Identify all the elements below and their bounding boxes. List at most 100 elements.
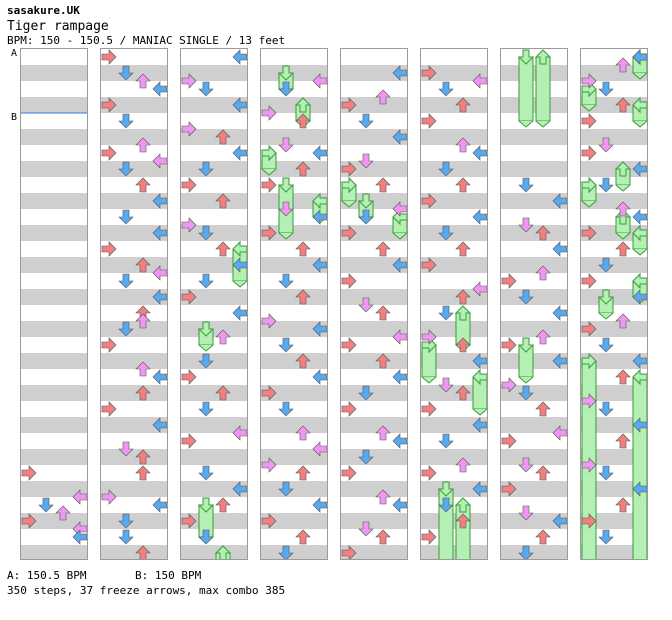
step-arrow-up bbox=[375, 241, 391, 257]
step-arrow-left bbox=[181, 217, 197, 233]
step-arrow-left bbox=[181, 433, 197, 449]
freeze-arrow-right bbox=[632, 368, 647, 559]
step-arrow-left bbox=[101, 489, 117, 505]
step-arrow-left bbox=[181, 513, 197, 529]
step-arrow-up bbox=[135, 73, 151, 89]
step-arrow-left bbox=[341, 337, 357, 353]
step-arrow-left bbox=[581, 273, 597, 289]
step-arrow-down bbox=[358, 297, 374, 313]
step-arrow-down bbox=[598, 401, 614, 417]
step-arrow-right bbox=[232, 481, 247, 497]
step-arrow-right bbox=[152, 265, 167, 281]
step-arrow-up bbox=[295, 353, 311, 369]
step-arrow-right bbox=[232, 257, 247, 273]
step-arrow-down bbox=[518, 385, 534, 401]
freeze-arrow-up bbox=[294, 97, 312, 128]
step-arrow-left bbox=[261, 385, 277, 401]
step-arrow-up bbox=[215, 129, 231, 145]
step-arrow-up bbox=[455, 137, 471, 153]
step-arrow-right bbox=[152, 81, 167, 97]
step-arrow-right bbox=[632, 417, 647, 433]
step-arrow-right bbox=[552, 425, 567, 441]
step-arrow-left bbox=[341, 225, 357, 241]
step-arrow-up bbox=[535, 529, 551, 545]
marker-a: A bbox=[11, 48, 18, 59]
step-arrow-down bbox=[598, 177, 614, 193]
step-arrow-right bbox=[72, 489, 87, 505]
step-arrow-up bbox=[295, 113, 311, 129]
step-arrow-down bbox=[278, 81, 294, 97]
chart-column-8 bbox=[580, 48, 648, 560]
chart-column-2 bbox=[100, 48, 168, 560]
step-arrow-up bbox=[615, 97, 631, 113]
step-arrow-right bbox=[392, 497, 407, 513]
chart-column-7 bbox=[500, 48, 568, 560]
step-arrow-up bbox=[535, 265, 551, 281]
step-arrow-down bbox=[198, 81, 214, 97]
step-arrow-down bbox=[518, 457, 534, 473]
step-arrow-up bbox=[135, 361, 151, 377]
step-arrow-right bbox=[472, 353, 487, 369]
step-arrow-down bbox=[438, 161, 454, 177]
step-arrow-up bbox=[455, 337, 471, 353]
freeze-arrow-down bbox=[517, 49, 535, 128]
step-arrow-left bbox=[261, 313, 277, 329]
step-arrow-up bbox=[375, 305, 391, 321]
step-arrow-left bbox=[421, 257, 437, 273]
step-arrow-right bbox=[152, 225, 167, 241]
step-arrow-left bbox=[421, 465, 437, 481]
step-arrow-left bbox=[261, 513, 277, 529]
step-arrow-left bbox=[101, 241, 117, 257]
song-title: Tiger rampage bbox=[7, 19, 109, 34]
step-arrow-down bbox=[358, 153, 374, 169]
step-arrow-up bbox=[615, 497, 631, 513]
step-arrow-up bbox=[135, 177, 151, 193]
step-arrow-down bbox=[518, 289, 534, 305]
step-arrow-right bbox=[392, 65, 407, 81]
step-arrow-left bbox=[261, 225, 277, 241]
step-arrow-down bbox=[38, 497, 54, 513]
step-arrow-down bbox=[278, 401, 294, 417]
step-arrow-up bbox=[535, 401, 551, 417]
step-arrow-down bbox=[358, 521, 374, 537]
step-arrow-up bbox=[295, 465, 311, 481]
step-arrow-down bbox=[358, 449, 374, 465]
step-arrow-up bbox=[135, 449, 151, 465]
step-arrow-down bbox=[198, 273, 214, 289]
step-arrow-up bbox=[295, 289, 311, 305]
step-arrow-left bbox=[581, 513, 597, 529]
step-arrow-right bbox=[552, 193, 567, 209]
step-arrow-up bbox=[295, 425, 311, 441]
step-arrow-right bbox=[472, 145, 487, 161]
step-arrow-up bbox=[135, 465, 151, 481]
step-arrow-down bbox=[438, 225, 454, 241]
step-arrow-up bbox=[375, 177, 391, 193]
step-arrow-down bbox=[118, 161, 134, 177]
step-arrow-down bbox=[598, 137, 614, 153]
step-arrow-left bbox=[341, 545, 357, 559]
step-arrow-up bbox=[215, 193, 231, 209]
step-arrow-right bbox=[552, 305, 567, 321]
step-arrow-down bbox=[198, 353, 214, 369]
step-arrow-left bbox=[261, 177, 277, 193]
step-arrow-down bbox=[518, 177, 534, 193]
freeze-arrow-up bbox=[534, 49, 552, 128]
freeze-arrow-down bbox=[197, 321, 215, 352]
step-arrow-right bbox=[632, 353, 647, 369]
bpm-b-label: B: 150 BPM bbox=[135, 569, 202, 582]
step-arrow-left bbox=[261, 457, 277, 473]
step-arrow-down bbox=[278, 273, 294, 289]
step-arrow-down bbox=[438, 305, 454, 321]
step-arrow-down bbox=[438, 433, 454, 449]
step-arrow-right bbox=[472, 281, 487, 297]
step-arrow-left bbox=[581, 225, 597, 241]
chart-column-4 bbox=[260, 48, 328, 560]
step-arrow-left bbox=[421, 529, 437, 545]
step-arrow-down bbox=[358, 209, 374, 225]
step-arrow-left bbox=[101, 337, 117, 353]
step-arrow-down bbox=[278, 201, 294, 217]
step-arrow-right bbox=[632, 209, 647, 225]
step-arrow-left bbox=[581, 73, 597, 89]
freeze-arrow-up bbox=[454, 497, 472, 559]
step-arrow-right bbox=[472, 481, 487, 497]
